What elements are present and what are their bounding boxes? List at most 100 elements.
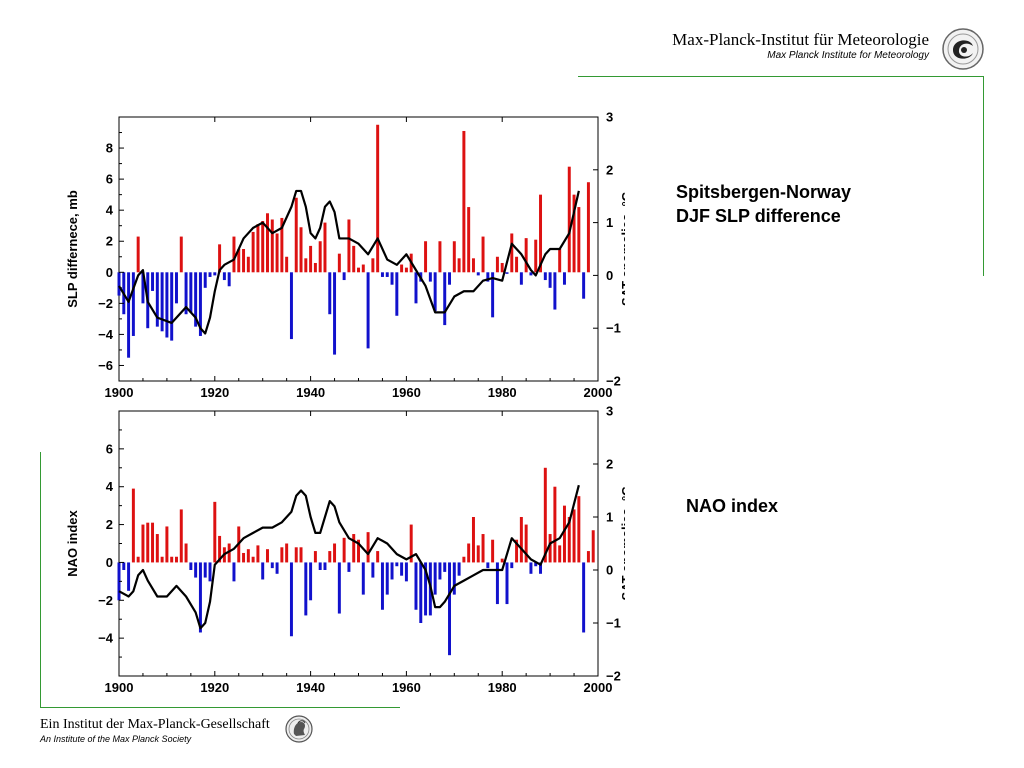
bar-1942 [318,241,322,273]
bar-1978 [491,539,495,563]
bar-1937 [294,197,298,273]
bar-1953 [371,562,375,578]
bar-1946 [337,253,341,273]
bar-1995 [572,194,576,273]
bar-1989 [543,467,547,563]
bar-1967 [438,241,442,273]
y-tick-label-4: 4 [106,479,114,494]
bar-1982 [510,233,514,273]
bar-1994 [567,166,571,273]
bar-1963 [419,562,423,623]
bar-1910 [165,526,169,563]
bar-1903 [131,272,135,336]
bar-1918 [203,562,207,578]
panel-title-top-line1: Spitsbergen-Norway [676,182,852,202]
bar-1976 [481,236,485,273]
y-tick-label-5: 4 [106,203,114,218]
bottom-rule-horizontal [40,707,400,708]
slp-difference-chart: 1900 1920 1940 1960 1980 2000 −6 −4 −2 0 2 4 6 8 −2 −1 0… [65,110,625,401]
bar-1948 [347,219,351,273]
bar-1922 [222,272,226,281]
bar-1941 [313,262,317,273]
bar-1939 [304,258,308,273]
y2-axis-label: SAT anomalies, °C [619,486,625,601]
panel-title-bottom-line1: NAO index [686,496,779,516]
bar-1991 [553,486,557,563]
y2-tick-label-4: 2 [606,162,613,177]
y2-tick-label-2: 0 [606,268,613,283]
bar-1926 [242,249,246,273]
bar-1959 [400,264,404,273]
bar-1979 [495,562,499,605]
bar-1938 [299,227,303,273]
bar-1976 [481,534,485,563]
bar-1946 [337,562,341,614]
x-tick-label-1940: 1940 [296,680,325,695]
bar-1910 [165,272,169,338]
bar-1986 [529,272,533,276]
bar-1982 [510,562,514,569]
bar-1933 [275,562,279,574]
y-tick-label-2: −2 [98,296,113,311]
bar-1949 [352,245,356,273]
bar-1932 [270,562,274,569]
bar-1939 [304,562,308,616]
bar-1931 [266,549,269,563]
bar-1914 [184,543,188,563]
bar-1998 [586,182,590,273]
bar-1914 [184,272,188,315]
y-tick-label-4: 2 [106,234,113,249]
bar-1942 [318,562,322,570]
y-tick-label-2: 0 [106,555,113,570]
bar-1915 [189,272,193,313]
bar-1933 [275,233,279,273]
bar-1975 [476,272,480,276]
bar-1931 [266,213,269,273]
bar-1944 [328,272,332,315]
panel-title-bottom: NAO index [686,494,778,518]
bar-1912 [175,556,178,563]
bar-1988 [539,562,543,574]
bar-1961 [409,524,413,563]
bar-1964 [424,562,428,616]
bar-1905 [141,272,145,304]
bar-1990 [548,272,552,288]
bar-1979 [495,256,499,273]
bar-1973 [467,207,471,273]
bar-1985 [524,238,528,273]
bar-1977 [486,272,490,282]
bar-1948 [347,562,351,572]
bar-1993 [562,272,566,285]
top-rule-vertical [983,76,984,276]
y2-tick-label-0: −2 [606,669,621,684]
bar-1993 [562,505,566,563]
bar-1947 [342,272,346,281]
bar-1972 [462,556,466,563]
bar-1983 [515,256,519,273]
bar-1928 [251,556,255,563]
bar-1925 [237,249,241,273]
bar-1947 [342,537,346,563]
x-tick-label-2000: 2000 [584,680,613,695]
bar-1917 [198,272,202,336]
bar-1921 [218,244,222,273]
bar-1951 [361,562,365,595]
institute-logo-icon [942,28,984,70]
bar-1996 [577,207,581,273]
bar-1972 [462,130,466,273]
bar-1999 [591,530,595,563]
bar-1994 [567,517,571,563]
society-name-english: An Institute of the Max Planck Society [40,734,192,744]
bar-1932 [270,219,274,273]
x-tick-label-1900: 1900 [105,385,134,400]
society-name: Ein Institut der Max-Planck-Gesellschaft [40,717,270,732]
bar-1907 [151,522,155,563]
bar-1919 [208,562,212,582]
bar-1908 [155,534,159,563]
bar-1940 [309,562,313,601]
bar-1905 [141,524,145,563]
bar-1943 [323,562,327,570]
bar-1937 [294,547,298,563]
bar-1965 [428,272,432,282]
bar-1952 [366,532,370,563]
